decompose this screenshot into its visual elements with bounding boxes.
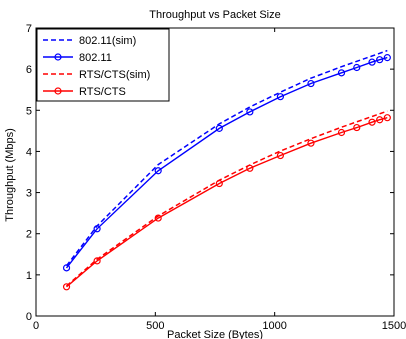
y-axis-title: Throughput (Mbps): [4, 128, 16, 222]
series-point-1: [154, 167, 162, 175]
y-tick-label: 6: [26, 64, 32, 76]
series-line-3: [66, 117, 388, 288]
series-point-1: [353, 63, 361, 72]
series-point-3: [62, 283, 71, 291]
x-tick-label: 500: [146, 320, 164, 332]
legend-label: 802.11(sim): [79, 35, 136, 47]
series-point-3: [376, 116, 384, 124]
plot-lines: [62, 49, 391, 291]
y-tick-label: 7: [26, 23, 32, 35]
series-point-3: [93, 257, 101, 265]
series-line-1: [65, 56, 388, 269]
series-point-3: [215, 179, 223, 188]
series-point-1: [93, 225, 101, 233]
legend-label: 802.11: [79, 52, 112, 64]
series-point-1: [383, 54, 391, 62]
legend-label: RTS/CTS(sim): [79, 69, 150, 81]
series-point-1: [368, 58, 376, 66]
y-tick-label: 3: [26, 188, 32, 200]
y-tick-label: 5: [26, 105, 32, 117]
x-tick-label: 1500: [382, 320, 406, 332]
series-point-1: [246, 108, 254, 116]
y-tick-label: 0: [26, 311, 32, 323]
series-point-3: [353, 123, 361, 132]
series-point-1: [307, 79, 315, 88]
x-axis-title: Packet Size (Bytes): [167, 329, 263, 339]
x-tick-label: 0: [33, 320, 39, 332]
plot-area-frame: [35, 27, 395, 317]
series-point-1: [62, 264, 71, 272]
series-point-3: [154, 214, 162, 222]
y-tick-label: 2: [26, 229, 32, 241]
chart-title: Throughput vs Packet Size: [149, 9, 280, 21]
legend-box: [36, 28, 170, 102]
series-point-3: [276, 151, 284, 160]
series-line-2: [66, 110, 388, 287]
series-point-1: [215, 124, 223, 132]
legend-label: RTS/CTS: [79, 86, 126, 98]
series-point-1: [276, 93, 284, 101]
series-point-3: [383, 114, 391, 122]
series-point-1: [376, 56, 384, 64]
y-tick-label: 4: [26, 146, 32, 158]
series-line-0: [65, 49, 388, 267]
series-point-3: [368, 118, 376, 126]
series-point-3: [246, 164, 254, 172]
legend-marker: [54, 53, 62, 61]
y-tick-label: 1: [26, 270, 32, 282]
legend-marker: [54, 87, 62, 95]
x-tick-label: 1000: [262, 320, 286, 332]
legend: 802.11(sim) 802.11 RTS/CTS(sim) RTS/CTS: [36, 28, 170, 102]
series-point-3: [337, 128, 346, 137]
axis-ticks: 0 500 1000 1500 0 1 2 3 4 5 6 7: [26, 23, 406, 332]
series-point-1: [337, 69, 346, 77]
series-point-3: [307, 139, 315, 147]
